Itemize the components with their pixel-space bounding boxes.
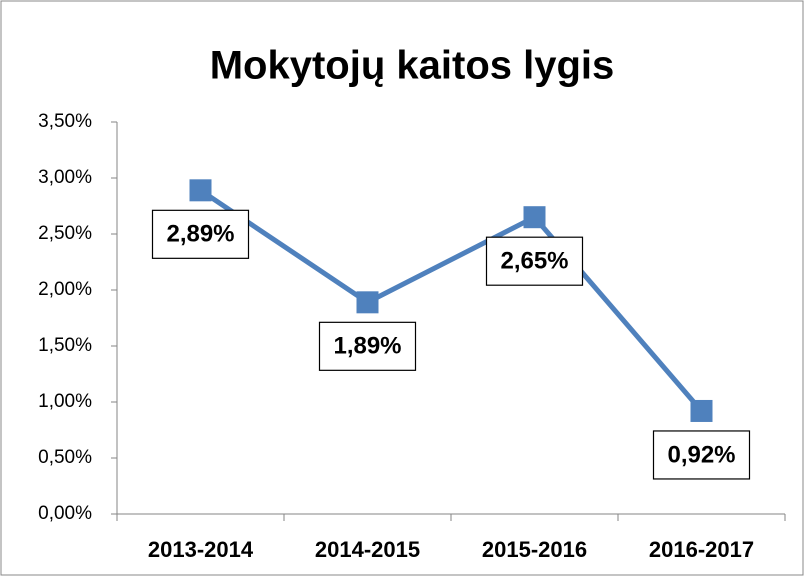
x-tick-label: 2015-2016 xyxy=(482,537,587,562)
data-label-box xyxy=(485,236,584,286)
data-label-box xyxy=(652,430,751,480)
y-tick-label: 1,00% xyxy=(38,391,92,412)
x-tick-label: 2013-2014 xyxy=(148,537,254,562)
marker xyxy=(690,399,713,422)
y-tick-label: 2,50% xyxy=(38,223,92,244)
x-tick-label: 2014-2015 xyxy=(315,537,420,562)
y-tick-label: 0,50% xyxy=(38,447,92,468)
line xyxy=(199,188,704,413)
y-tick-label: 2,00% xyxy=(38,279,92,300)
y-tick-label: 3,00% xyxy=(38,167,92,188)
data-label-box xyxy=(151,209,250,259)
data-label-box xyxy=(318,321,417,371)
y-tick-label: 0,00% xyxy=(38,503,92,524)
y-tick-label: 1,50% xyxy=(38,335,92,356)
marker xyxy=(356,291,379,314)
data-label: 1,89% xyxy=(333,333,401,360)
marker xyxy=(523,206,546,229)
marker xyxy=(189,179,212,202)
data-label: 0,92% xyxy=(667,441,735,468)
data-label: 2,65% xyxy=(500,248,568,275)
data-label: 2,89% xyxy=(166,221,234,248)
y-tick-label: 3,50% xyxy=(38,111,92,132)
chart-title: Mokytojų kaitos lygis xyxy=(210,44,615,88)
x-tick-label: 2016-2017 xyxy=(649,537,754,562)
